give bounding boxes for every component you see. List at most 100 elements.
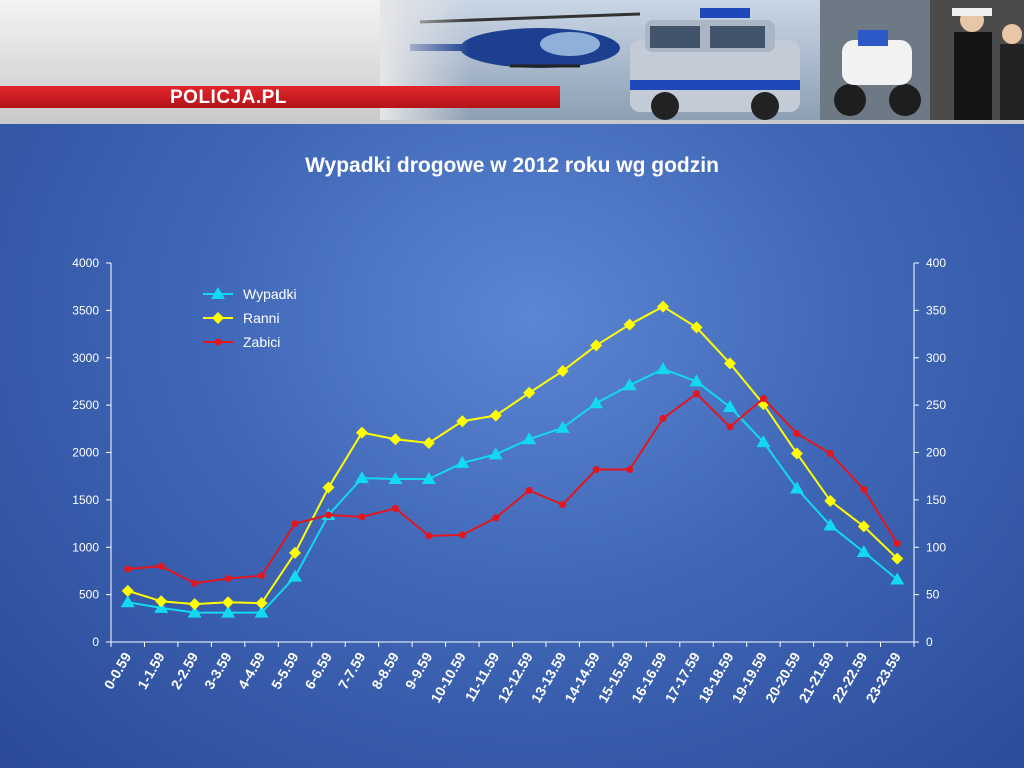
y-tick-label-left: 1500 <box>72 493 99 507</box>
y-tick-label-left: 4000 <box>72 256 99 270</box>
police-motorcycle-image <box>820 0 930 120</box>
data-point-wypadki <box>656 362 671 375</box>
data-point-zabici <box>693 390 701 398</box>
data-point-zabici <box>458 531 466 539</box>
data-point-ranni <box>790 447 803 460</box>
data-point-ranni <box>590 339 603 352</box>
data-point-zabici <box>793 430 801 438</box>
data-point-zabici <box>592 466 600 474</box>
y-tick-label-right: 0 <box>926 635 933 649</box>
data-point-ranni <box>489 409 502 422</box>
data-point-ranni <box>355 426 368 439</box>
x-tick-label: 6-6.59 <box>301 649 335 692</box>
data-point-zabici <box>492 514 500 522</box>
data-point-zabici <box>759 394 767 402</box>
data-point-zabici <box>391 504 399 512</box>
data-point-zabici <box>258 572 266 580</box>
data-point-ranni <box>857 520 870 533</box>
data-point-wypadki <box>354 471 369 484</box>
legend-marker-ranni <box>212 312 224 324</box>
data-point-zabici <box>525 486 533 494</box>
y-tick-label-right: 250 <box>926 398 946 412</box>
data-point-zabici <box>726 423 734 431</box>
data-point-ranni <box>188 598 201 611</box>
data-point-zabici <box>893 539 901 547</box>
y-tick-label-right: 50 <box>926 588 940 602</box>
data-point-zabici <box>224 575 232 583</box>
data-point-zabici <box>659 414 667 422</box>
data-point-zabici <box>425 532 433 540</box>
data-point-wypadki <box>622 378 637 391</box>
data-point-ranni <box>523 386 536 399</box>
data-point-zabici <box>157 562 165 570</box>
x-tick-label: 7-7.59 <box>335 649 369 692</box>
y-tick-label-right: 400 <box>926 256 946 270</box>
data-point-ranni <box>723 357 736 370</box>
y-tick-label-left: 2000 <box>72 446 99 460</box>
data-point-wypadki <box>187 605 202 618</box>
data-point-wypadki <box>221 605 236 618</box>
data-point-ranni <box>824 494 837 507</box>
header-banner: POLICJA.PL <box>0 0 1024 124</box>
data-point-zabici <box>626 466 634 474</box>
data-point-ranni <box>690 321 703 334</box>
data-point-ranni <box>891 552 904 565</box>
y-tick-label-left: 2500 <box>72 398 99 412</box>
data-point-wypadki <box>823 518 838 531</box>
legend-label-zabici: Zabici <box>243 334 280 350</box>
y-tick-label-right: 300 <box>926 351 946 365</box>
data-point-wypadki <box>455 455 470 468</box>
data-point-zabici <box>860 485 868 493</box>
data-point-ranni <box>222 596 235 609</box>
legend-label-wypadki: Wypadki <box>243 286 297 302</box>
data-point-wypadki <box>722 400 737 413</box>
series-line-zabici <box>127 392 899 585</box>
x-tick-label: 5-5.59 <box>268 649 302 692</box>
data-point-zabici <box>191 579 199 587</box>
site-logo-text: POLICJA.PL <box>170 87 287 108</box>
data-point-ranni <box>389 433 402 446</box>
data-point-wypadki <box>756 435 771 448</box>
series-line-wypadki <box>127 368 898 614</box>
data-point-wypadki <box>890 572 905 585</box>
y-tick-label-left: 1000 <box>72 540 99 554</box>
data-point-zabici <box>358 513 366 521</box>
x-tick-label: 2-2.59 <box>168 649 202 692</box>
police-officers-image <box>930 0 1024 120</box>
data-point-ranni <box>121 584 134 597</box>
y-tick-label-left: 0 <box>92 635 99 649</box>
data-point-zabici <box>291 520 299 528</box>
data-point-wypadki <box>589 396 604 409</box>
data-point-wypadki <box>388 472 403 485</box>
data-point-wypadki <box>421 472 436 485</box>
data-point-ranni <box>556 365 569 378</box>
data-point-ranni <box>255 597 268 610</box>
data-point-zabici <box>826 449 834 457</box>
y-tick-label-right: 350 <box>926 303 946 317</box>
legend-marker-wypadki <box>211 287 225 299</box>
y-tick-label-left: 500 <box>79 588 99 602</box>
data-point-ranni <box>456 415 469 428</box>
y-tick-label-right: 150 <box>926 493 946 507</box>
y-tick-label-right: 200 <box>926 446 946 460</box>
x-tick-label: 4-4.59 <box>234 649 268 692</box>
logo-bar <box>0 86 560 108</box>
data-point-ranni <box>657 300 670 313</box>
data-point-ranni <box>422 437 435 450</box>
data-point-wypadki <box>488 447 503 460</box>
data-point-ranni <box>155 595 168 608</box>
police-car-image <box>630 8 800 120</box>
data-point-zabici <box>324 511 332 519</box>
x-tick-label: 3-3.59 <box>201 649 235 692</box>
y-tick-label-left: 3500 <box>72 303 99 317</box>
data-point-ranni <box>322 481 335 494</box>
data-point-wypadki <box>120 595 135 608</box>
x-tick-label: 0-0.59 <box>101 649 135 692</box>
police-photo-strip <box>380 0 1024 120</box>
chart-title: Wypadki drogowe w 2012 roku wg godzin <box>305 154 719 177</box>
data-point-wypadki <box>856 544 871 557</box>
series-line-ranni <box>127 305 898 606</box>
data-point-wypadki <box>522 432 537 445</box>
y-tick-label-right: 100 <box>926 540 946 554</box>
x-tick-label: 1-1.59 <box>134 649 168 692</box>
